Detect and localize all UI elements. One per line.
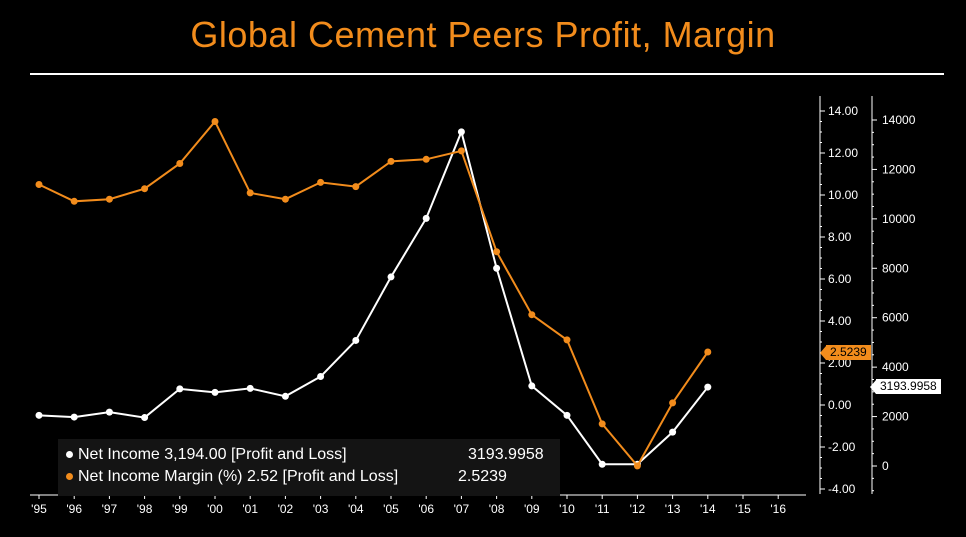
right-axis-tick-label: 4000 [882, 360, 909, 374]
net-income-margin-point [211, 118, 219, 125]
net-income-point [352, 336, 360, 344]
right-axis-tick-label: 12000 [882, 162, 916, 176]
x-axis-tick-label: '16 [770, 502, 786, 516]
net-income-margin-point [70, 197, 78, 205]
net-income-point [598, 460, 606, 468]
legend-marker-icon [66, 473, 73, 480]
net-income-margin-point [141, 185, 149, 193]
net-income-margin-line [38, 119, 709, 468]
net-income-margin-point [422, 155, 430, 163]
net-income-margin-point [528, 311, 536, 319]
net-income-margin-point [281, 195, 289, 203]
net-income-margin-point [493, 248, 501, 256]
net-income-line [38, 128, 709, 466]
net-income-point [70, 413, 78, 421]
left-axis-tick-label: 0.00 [828, 398, 852, 412]
x-axis-tick-label: '03 [313, 502, 329, 516]
net-income-point [493, 264, 501, 272]
x-axis-tick-label: '11 [595, 502, 610, 516]
net-income-point [457, 128, 465, 136]
net-income-point [669, 428, 677, 436]
margin-last-value-tag: 2.5239 [820, 345, 871, 360]
x-axis-tick-label: '95 [31, 502, 47, 516]
left-axis-tick-label: -2.00 [828, 440, 856, 454]
net-income-margin-point [35, 181, 43, 188]
net-income-margin-point [669, 399, 677, 407]
x-axis-tick-label: '99 [172, 502, 188, 516]
net-income-point [387, 273, 395, 281]
x-axis-tick-label: '05 [383, 502, 399, 516]
x-axis-tick-label: '04 [348, 502, 364, 516]
net-income-margin-point [633, 462, 641, 470]
x-axis-tick-label: '13 [665, 502, 681, 516]
x-axis-tick-label: '97 [102, 502, 118, 516]
left-axis-tick-label: 4.00 [828, 314, 852, 328]
left-axis-tick-label: 8.00 [828, 230, 852, 244]
net-income-margin-point [176, 160, 184, 167]
right-axis-tick-label: 10000 [882, 212, 916, 226]
x-axis-tick-label: '09 [524, 502, 540, 516]
x-axis-tick-label: '00 [207, 502, 223, 516]
net-income-margin-point [598, 420, 606, 428]
x-axis-tick-label: '10 [559, 502, 575, 516]
legend-marker-icon [66, 451, 73, 458]
net-income-last-value-tag: 3193.9958 [870, 379, 941, 394]
right-axis-tick-label: 8000 [882, 261, 909, 275]
net-income-point [105, 408, 113, 416]
net-income-point [281, 392, 289, 400]
net-income-margin-point [563, 336, 571, 344]
x-axis-tick-label: '07 [454, 502, 470, 516]
legend-item-net-income-margin[interactable]: Net Income Margin (%) 2.52 [Profit and L… [58, 466, 560, 488]
title-divider [30, 73, 944, 75]
net-income-point [141, 414, 149, 422]
legend-label: Net Income Margin (%) 2.52 [Profit and L… [78, 468, 399, 485]
x-axis-tick-label: '02 [278, 502, 294, 516]
net-income-margin-point [105, 195, 113, 203]
x-axis-tick-label: '15 [735, 502, 751, 516]
x-axis-tick-label: '01 [242, 502, 258, 516]
net-income-point [176, 385, 184, 393]
left-axis-tick-label: 12.00 [828, 146, 858, 160]
net-income-margin-point [246, 189, 254, 197]
right-axis-tick-label: 2000 [882, 410, 909, 424]
net-income-point [246, 384, 254, 392]
x-axis-tick-label: '06 [418, 502, 434, 516]
net-income-margin-point [317, 178, 325, 186]
legend-value: 2.5239 [458, 468, 507, 485]
net-income-point [211, 388, 219, 396]
legend-item-net-income[interactable]: Net Income 3,194.00 [Profit and Loss] 31… [58, 444, 560, 466]
left-axis-tick-label: 10.00 [828, 188, 858, 202]
right-axis-tick-label: 0 [882, 459, 889, 473]
net-income-point [35, 411, 43, 419]
x-axis-tick-label: '14 [700, 502, 716, 516]
left-axis-tick-label: 6.00 [828, 272, 852, 286]
x-axis-tick-label: '08 [489, 502, 505, 516]
net-income-point [563, 411, 571, 419]
x-axis-tick-label: '96 [66, 502, 82, 516]
net-income-margin-point [352, 183, 360, 191]
right-axis-tick-label: 14000 [882, 113, 916, 127]
legend: Net Income 3,194.00 [Profit and Loss] 31… [58, 439, 560, 496]
net-income-margin-point [457, 147, 465, 155]
left-axis-tick-label: 14.00 [828, 104, 858, 118]
legend-value: 3193.9958 [468, 446, 544, 463]
legend-label: Net Income 3,194.00 [Profit and Loss] [78, 446, 347, 463]
right-axis-tick-label: 6000 [882, 311, 909, 325]
net-income-margin-point [387, 157, 395, 165]
left-axis-tick-label: -4.00 [828, 482, 856, 496]
x-axis-tick-label: '98 [137, 502, 153, 516]
net-income-point [422, 214, 430, 222]
net-income-margin-point [704, 348, 712, 356]
x-axis-tick-label: '12 [630, 502, 646, 516]
chart-title: Global Cement Peers Profit, Margin [190, 14, 776, 55]
net-income-point [528, 382, 536, 390]
net-income-point [704, 383, 712, 391]
net-income-point [317, 373, 325, 381]
